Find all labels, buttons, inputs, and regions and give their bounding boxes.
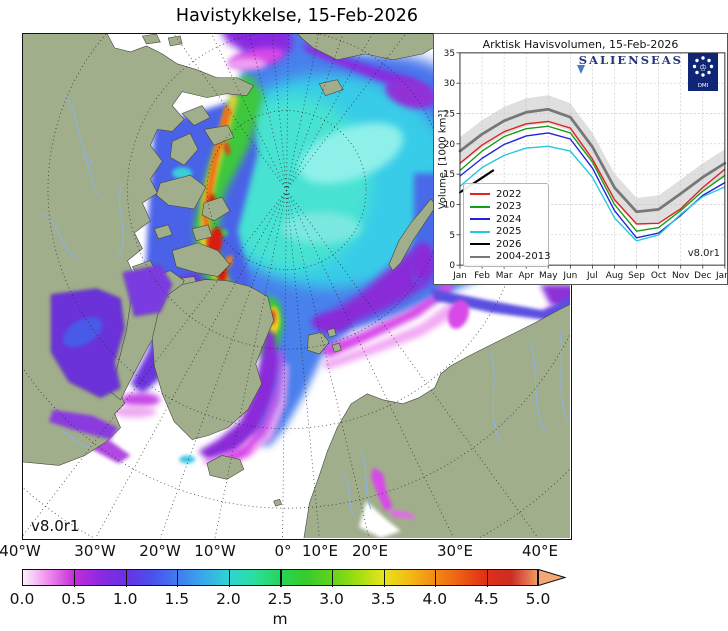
chart-x-tick-label: Oct [651,271,667,281]
chart-x-tick-label: Feb [474,271,490,281]
page-title: Havistykkelse, 15-Feb-2026 [175,6,419,26]
chart-x-tick-label: Dec [694,271,711,281]
chart-x-tick-label: Jul [586,271,598,281]
colorbar-gradient [22,569,538,587]
legend-line-swatch [470,230,490,233]
colorbar-tick-label: 4.0 [422,590,448,608]
bay-ice-layer [48,264,470,538]
chart-y-tick-label: 30 [444,79,456,89]
legend-label: 2004-2013 [496,251,551,263]
colorbar-tick-label: 0.0 [9,590,35,608]
legend-label: 2023 [496,201,522,213]
legend-row: 2026 [470,238,542,251]
rivers-layer [42,93,569,517]
chart-y-tick-label: 10 [444,200,456,210]
legend-row: 2004-2013 [470,251,551,264]
series-2004-2013 [458,107,727,214]
colorbar-tick-label: 1.5 [164,590,190,608]
dmi-crown-icon: ♔ [699,64,707,74]
map-version-label: v8.0r1 [31,517,80,535]
colorbar-tick-label: 2.5 [267,590,293,608]
legend-line-swatch [470,243,490,246]
chart-y-axis-label: Volume, [1000 km³] [437,109,449,210]
chart-y-tick-label: 0 [449,261,455,271]
map-x-label: 20°W [139,542,181,560]
colorbar-segment-divider [280,570,282,587]
legend-line-swatch [470,193,490,196]
colorbar-tick-label: 5.0 [525,590,551,608]
chart-x-tick-label: Jan [452,271,467,281]
chart-y-tick-label: 25 [444,109,455,119]
chart-y-tick-label: 20 [444,140,456,150]
colorbar-segment-divider [125,570,127,587]
legend-line-swatch [470,205,490,208]
colorbar-segment-divider [228,570,231,587]
colorbar-tick-label: 3.5 [370,590,396,608]
legend-label: 2025 [496,226,522,238]
colorbar-segment-divider [73,570,76,587]
legend-row: 2023 [470,201,542,214]
map-x-label: 0° [274,542,292,560]
colorbar-segment-divider [177,570,179,587]
map-x-label: 30°W [74,542,116,560]
colorbar-tick-label: 3.0 [319,590,344,608]
series-2023 [459,125,726,232]
legend-line-swatch [470,218,490,221]
colorbar-segment-divider [331,570,334,587]
thickness-colorbar: 0.0 0.5 1.0 1.5 2.0 2.5 3.0 3.5 4.0 4.5 5.0 m [10,569,602,629]
chart-x-tick-label: May [539,271,557,281]
map-x-axis-labels: 40°W 30°W 20°W 10°W 0° 10°E 20°E 30°E 40°E [0,542,582,560]
map-x-label: 10°W [194,542,236,560]
chart-x-tick-label: Mar [496,271,513,281]
inset-chart-title: Arktisk Havisvolumen, 15-Feb-2026 [482,38,679,51]
dmi-logo-icon: ♔ DMI [688,53,718,91]
chart-legend: 2022 2023 2024 2025 2026 2004-2013 [463,183,551,267]
chart-x-tick-label: Nov [672,271,689,281]
saliens-watermark: SALIENSEAS [578,53,683,67]
colorbar-segment-divider [486,570,489,587]
colorbar-segment-divider [435,570,437,587]
series-2024 [459,132,726,239]
dmi-logo-text: DMI [698,83,709,89]
series-2022 [459,120,726,225]
colorbar-unit-label: m [272,610,288,628]
chart-x-tick-label: Jun [562,271,577,281]
legend-label: 2022 [496,188,522,200]
legend-row: 2022 [470,188,542,201]
chart-y-tick-label: 5 [449,231,455,241]
map-x-label: 10°E [301,542,339,560]
volume-inset-chart: Arktisk Havisvolumen, 15-Feb-2026 Jan Feb… [433,33,728,285]
map-x-label: 40°E [521,542,559,560]
legend-label: 2024 [496,213,522,225]
legend-label: 2026 [496,238,522,250]
saliens-droplet-icon [577,65,585,74]
map-x-label: 30°E [436,542,474,560]
colorbar-segment-divider [383,570,385,587]
series-2025 [459,145,726,242]
colorbar-tick-label: 4.5 [474,590,499,608]
colorbar-tick-label: 1.0 [112,590,138,608]
chart-x-tick-label: Apr [518,271,534,281]
chart-y-tick-label: 15 [444,170,455,180]
inset-version-label: v8.0r1 [687,248,720,259]
map-x-label: 20°E [351,542,389,560]
chart-x-tick-label: Sep [628,271,645,281]
colorbar-tick-label: 0.5 [61,590,86,608]
legend-line-swatch [470,255,490,258]
colorbar-tick-label: 2.0 [216,590,241,608]
chart-y-tick-label: 35 [444,49,455,59]
map-x-label: 40°W [0,542,41,560]
colorbar-overflow-arrow [538,569,566,586]
legend-row: 2024 [470,213,542,226]
legend-row: 2025 [470,226,542,239]
chart-x-tick-label: Jan [715,271,727,281]
volume-chart-svg: Jan Feb Mar Apr May Jun Jul Aug Sep Oct Nov Dec Jan0… [444,49,727,281]
chart-x-tick-label: Aug [606,271,623,281]
